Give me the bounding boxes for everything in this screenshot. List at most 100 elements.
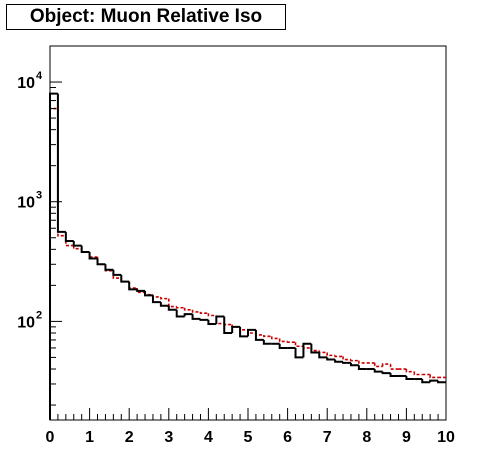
- series-0-bin-1: [57, 108, 66, 237]
- series-1-bin-38: [349, 362, 359, 367]
- x-tick-label: 9: [402, 429, 411, 446]
- series-0-bin-33: [310, 347, 320, 352]
- series-1-bin-17: [183, 313, 193, 317]
- series-0-bin-26: [255, 332, 264, 336]
- series-1-bin-2: [64, 231, 74, 242]
- series-1-bin-14: [159, 302, 169, 307]
- series-0-bin-2: [65, 235, 74, 247]
- x-tick-label: 7: [323, 429, 332, 446]
- series-0-bin-10: [128, 281, 138, 289]
- series-0-bin-6: [96, 257, 106, 266]
- series-0-bin-17: [183, 307, 193, 311]
- series-0-bin-41: [373, 362, 383, 368]
- y-tick-exponent: 2: [36, 309, 42, 321]
- series-0-bin-24: [239, 326, 248, 331]
- series-1-bin-33: [310, 343, 320, 354]
- series-0-bin-38: [350, 359, 359, 362]
- series-1-bin-4: [80, 245, 90, 254]
- x-tick-label: 4: [204, 429, 213, 446]
- series-0-bin-48: [429, 374, 439, 379]
- series-1-bin-0: [49, 92, 58, 420]
- series-1-bin-31: [294, 347, 304, 359]
- series-0-bin-22: [223, 323, 233, 326]
- y-tick-exponent: 4: [36, 70, 43, 82]
- series-1-bin-21: [215, 315, 225, 325]
- series-1-bin-39: [357, 365, 367, 371]
- series-1: [49, 92, 446, 420]
- series-1-bin-19: [199, 318, 209, 321]
- series-1-bin-8: [112, 269, 122, 276]
- series-1-bin-26: [254, 329, 264, 341]
- series-0-bin-42: [381, 363, 391, 367]
- y-tick-label: 10: [17, 195, 35, 212]
- series-0-bin-32: [302, 346, 312, 349]
- series-1-bin-32: [302, 342, 312, 358]
- x-tick-label: 2: [125, 429, 134, 446]
- series-1-bin-7: [104, 264, 114, 271]
- series-0-bin-16: [175, 306, 185, 309]
- series-layer: [49, 92, 446, 420]
- series-1-bin-11: [136, 289, 146, 292]
- series-1-bin-37: [342, 361, 351, 364]
- series-0-bin-43: [389, 364, 399, 370]
- series-0-bin-36: [334, 355, 344, 358]
- x-tick-label: 6: [283, 429, 292, 446]
- series-0-bin-28: [270, 336, 280, 340]
- series-0-bin-20: [207, 313, 217, 317]
- series-1-bin-18: [191, 314, 201, 320]
- series-1-bin-48: [429, 379, 439, 383]
- series-1-bin-6: [96, 258, 106, 266]
- series-1-bin-16: [175, 309, 185, 318]
- x-tick-label: 3: [164, 429, 173, 446]
- series-0-bin-35: [326, 352, 336, 357]
- series-1-bin-23: [231, 325, 241, 333]
- series-1-bin-15: [167, 305, 177, 311]
- series-1-bin-13: [151, 295, 161, 304]
- series-1-bin-47: [421, 379, 431, 384]
- y-tick-label: 10: [17, 314, 35, 331]
- series-0-bin-46: [413, 371, 423, 376]
- series-1-bin-42: [381, 371, 391, 375]
- series-1-bin-12: [144, 290, 153, 297]
- series-1-bin-10: [128, 281, 138, 291]
- series-1-bin-49: [437, 380, 446, 384]
- y-tick-label: 10: [17, 75, 35, 92]
- series-1-bin-24: [239, 326, 248, 338]
- series-1-bin-5: [88, 252, 98, 260]
- series-1-bin-27: [262, 339, 272, 345]
- chart-title: Object: Muon Relative Iso: [6, 4, 286, 30]
- series-1-bin-34: [318, 352, 328, 359]
- series-1-bin-20: [207, 319, 217, 326]
- series-1-bin-9: [120, 274, 130, 283]
- series-0-bin-14: [160, 296, 169, 300]
- x-tick-label: 10: [437, 429, 455, 446]
- series-1-bin-41: [373, 369, 383, 373]
- series-0-bin-45: [405, 369, 415, 373]
- series-0-bin-30: [286, 341, 296, 344]
- series-0-bin-19: [199, 311, 209, 315]
- series-0-bin-31: [294, 342, 304, 348]
- series-1-bin-36: [334, 359, 344, 363]
- series-0-bin-3: [72, 245, 82, 250]
- x-tick-label: 1: [85, 429, 94, 446]
- series-1-bin-3: [72, 240, 82, 247]
- series-1-bin-45: [405, 375, 415, 381]
- series-1-bin-22: [223, 316, 233, 334]
- series-1-bin-43: [389, 373, 399, 377]
- y-tick-exponent: 3: [36, 190, 42, 202]
- x-tick-label: 0: [46, 429, 55, 446]
- series-0-bin-27: [263, 334, 272, 338]
- series-0-bin-18: [191, 309, 201, 313]
- series-0-bin-37: [342, 356, 351, 361]
- x-tick-label: 5: [244, 429, 253, 446]
- series-0-bin-13: [152, 294, 161, 298]
- series-0-bin-5: [88, 252, 98, 258]
- series-1-bin-29: [278, 343, 288, 349]
- series-0-bin-39: [358, 360, 367, 364]
- series-0-bin-34: [318, 350, 328, 354]
- series-1-bin-35: [326, 357, 336, 361]
- series-0-bin-29: [278, 338, 288, 343]
- series-0-bin-15: [168, 298, 177, 308]
